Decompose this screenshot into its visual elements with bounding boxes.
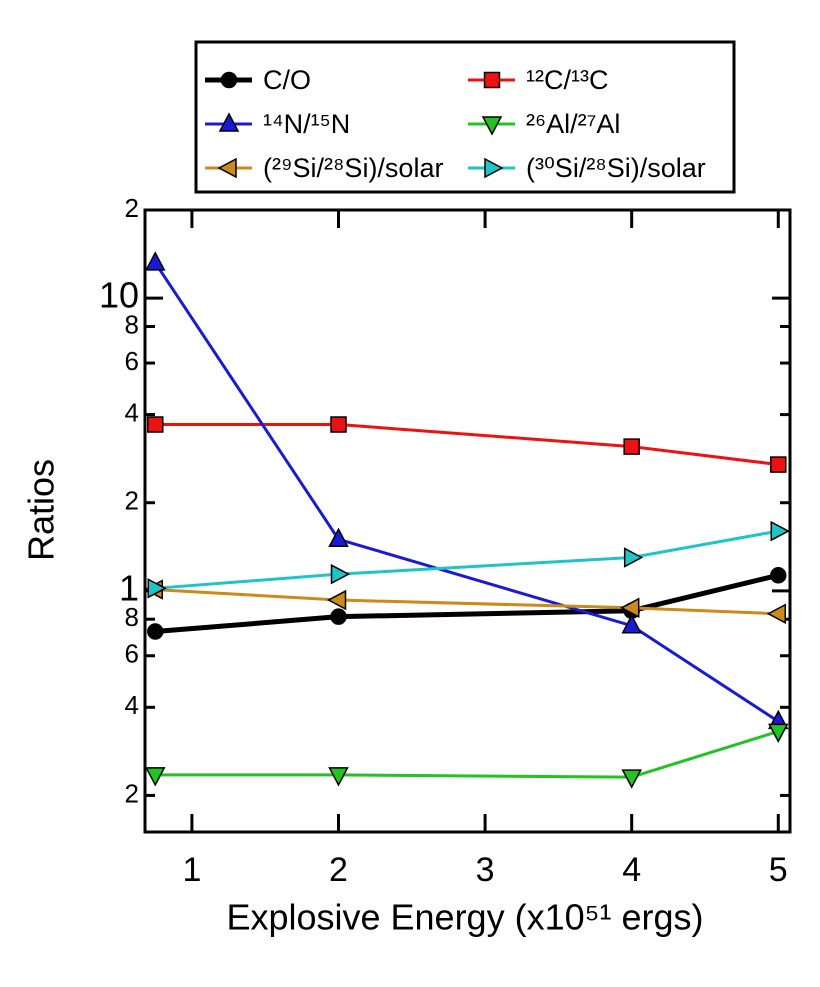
marker xyxy=(621,614,642,634)
x-tick-label: 4 xyxy=(622,851,641,889)
marker xyxy=(147,416,164,433)
y-tick-label: 4 xyxy=(125,690,139,720)
x-axis-label: Explosive Energy (x10⁵¹ ergs) xyxy=(226,897,703,938)
marker xyxy=(623,438,640,455)
marker xyxy=(328,767,349,787)
series-line xyxy=(155,572,779,635)
y-tick-label: 2 xyxy=(125,486,139,516)
legend-box xyxy=(194,40,736,194)
series-line xyxy=(155,588,779,616)
legend-label: C/O xyxy=(263,65,311,95)
marker xyxy=(770,520,790,542)
marker xyxy=(147,623,164,640)
marker xyxy=(145,251,166,271)
legend-marker xyxy=(483,71,501,89)
y-tick-label: 4 xyxy=(125,397,139,427)
marker xyxy=(768,723,789,743)
legend-label: ¹⁴N/¹⁵N xyxy=(263,109,350,139)
legend-marker xyxy=(218,112,240,132)
legend-marker xyxy=(220,71,238,89)
x-tick-label: 2 xyxy=(329,851,348,889)
legend-label: (³⁰Si/²⁸Si)/solar xyxy=(526,153,706,183)
y-tick-label: 8 xyxy=(125,602,139,632)
marker xyxy=(766,603,787,624)
y-tick-label: 6 xyxy=(125,346,139,376)
marker xyxy=(330,416,347,433)
marker xyxy=(328,527,349,548)
marker xyxy=(330,608,347,625)
series-line xyxy=(155,729,779,779)
x-tick-label: 1 xyxy=(182,851,201,889)
x-tick-label: 5 xyxy=(769,851,788,889)
plot-frame xyxy=(143,208,792,834)
legend-marker xyxy=(481,116,503,136)
marker xyxy=(770,567,787,584)
marker xyxy=(620,597,640,619)
series-line xyxy=(155,423,779,467)
y-tick-label: 2 xyxy=(125,193,139,223)
marker xyxy=(621,769,642,789)
x-tick-label: 3 xyxy=(476,851,495,889)
legend-label: ¹²C/¹³C xyxy=(526,65,608,95)
y-tick-label: 2 xyxy=(125,778,139,808)
legend-label: (²⁹Si/²⁸Si)/solar xyxy=(263,153,443,183)
y-axis-label: Ratios xyxy=(21,459,62,561)
legend-label: ²⁶Al/²⁷Al xyxy=(526,109,620,139)
marker xyxy=(623,547,644,568)
marker xyxy=(770,456,787,473)
y-tick-label: 10 xyxy=(99,275,139,316)
series-line xyxy=(154,261,780,723)
y-tick-label: 8 xyxy=(125,309,139,339)
marker xyxy=(145,767,166,787)
y-tick-label: 1 xyxy=(119,567,139,608)
legend-marker xyxy=(484,157,504,179)
legend-marker xyxy=(217,157,237,179)
marker xyxy=(147,578,167,599)
series-line xyxy=(155,529,779,590)
marker xyxy=(326,589,347,611)
y-tick-label: 6 xyxy=(125,639,139,669)
marker xyxy=(330,563,351,585)
